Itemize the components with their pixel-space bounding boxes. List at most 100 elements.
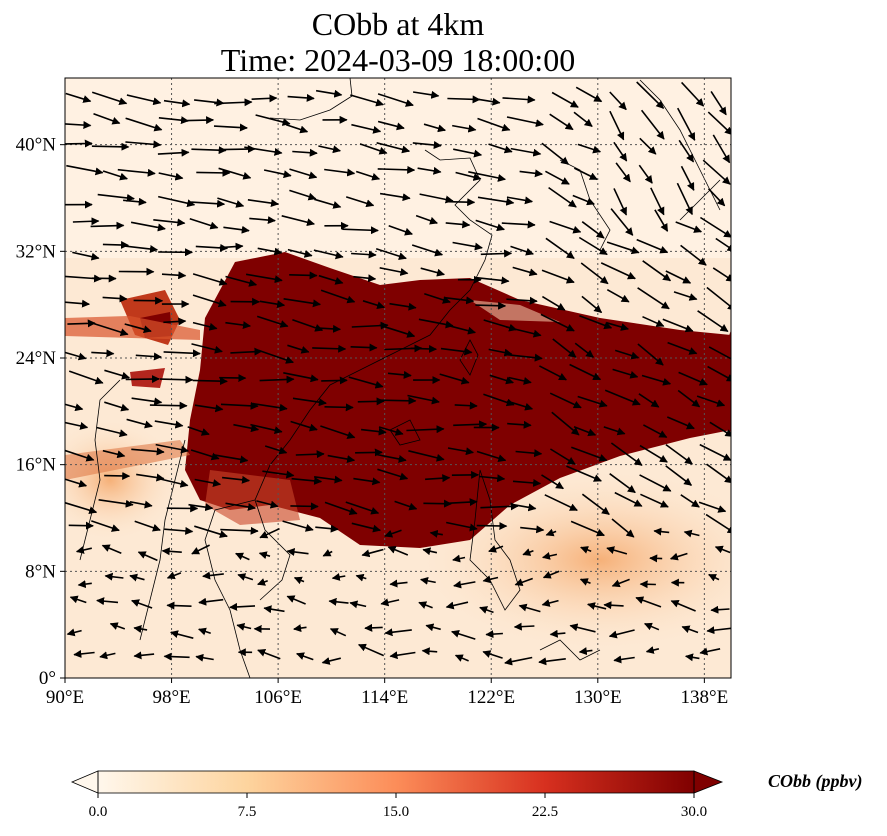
wind-vector xyxy=(447,324,476,335)
wind-vector xyxy=(218,242,244,251)
wind-vector xyxy=(653,527,670,536)
wind-vector xyxy=(351,250,377,259)
wind-vector xyxy=(412,90,440,99)
wind-vector xyxy=(245,273,283,284)
wind-vector xyxy=(412,141,442,149)
wind-vector xyxy=(163,652,190,661)
wind-vector xyxy=(131,397,163,406)
wind-vector xyxy=(65,92,92,103)
wind-vector xyxy=(259,300,286,309)
wind-vector xyxy=(706,286,731,311)
wind-vector xyxy=(65,478,88,488)
wind-vector xyxy=(158,116,189,125)
wind-vector xyxy=(376,453,407,463)
wind-vector xyxy=(72,217,100,226)
wind-vector xyxy=(574,342,595,358)
wind-vector xyxy=(377,120,405,131)
wind-vector xyxy=(329,628,347,637)
wind-vector xyxy=(315,524,339,533)
wind-vector xyxy=(198,627,211,636)
wind-vector xyxy=(676,182,693,216)
wind-vector xyxy=(666,416,695,430)
colorbar: 0.0 7.5 15.0 22.5 30.0 CObb (ppbv) xyxy=(70,770,862,820)
wind-vector xyxy=(164,526,194,535)
wind-vector xyxy=(90,221,125,230)
wind-vector xyxy=(342,226,379,235)
wind-vector xyxy=(501,220,536,229)
wind-vector xyxy=(109,622,126,630)
wind-vector xyxy=(283,372,319,383)
wind-vector xyxy=(389,302,417,311)
wind-vector xyxy=(293,624,307,633)
wind-vector xyxy=(102,240,129,249)
wind-vector xyxy=(131,599,153,609)
wind-vector xyxy=(479,474,506,483)
wind-vector xyxy=(680,165,695,191)
wind-vector xyxy=(327,454,356,463)
wind-vector xyxy=(91,142,130,151)
wind-vector xyxy=(488,143,513,154)
wind-vector xyxy=(126,94,162,106)
wind-vector xyxy=(252,402,288,412)
wind-vector xyxy=(65,139,93,148)
wind-vector xyxy=(422,547,438,556)
wind-vector xyxy=(378,426,404,436)
wind-vector xyxy=(282,520,314,532)
wind-vector xyxy=(571,446,608,462)
wind-vector xyxy=(236,622,252,631)
wind-vector xyxy=(117,168,156,177)
wind-vector xyxy=(355,170,381,181)
wind-vector xyxy=(676,107,696,141)
wind-vector xyxy=(451,629,476,640)
wind-vector xyxy=(681,625,699,634)
wind-vector xyxy=(98,499,134,508)
wind-vector xyxy=(680,494,700,508)
wind-vector xyxy=(613,655,635,664)
wind-vector xyxy=(548,186,577,208)
wind-vector xyxy=(445,220,471,229)
wind-vector xyxy=(187,116,215,125)
wind-vector xyxy=(638,393,660,408)
wind-vector xyxy=(213,454,249,464)
wind-vector xyxy=(249,216,276,225)
wind-vector xyxy=(649,554,663,563)
wind-vector xyxy=(194,404,224,413)
wind-vector xyxy=(512,266,538,277)
wind-vector xyxy=(488,348,513,357)
coastlines xyxy=(79,78,721,678)
wind-vector xyxy=(650,187,665,216)
wind-vector xyxy=(669,552,688,561)
wind-vector xyxy=(670,599,696,612)
wind-vector xyxy=(68,370,104,385)
wind-vector xyxy=(485,630,503,639)
wind-vector xyxy=(715,237,731,252)
wind-vector xyxy=(665,443,693,465)
wind-vector xyxy=(258,349,294,364)
wind-vector xyxy=(281,215,315,227)
wind-vector xyxy=(425,474,451,483)
wind-vector xyxy=(125,117,163,132)
wind-vector xyxy=(259,527,280,539)
wind-vector xyxy=(569,623,596,633)
wind-vector xyxy=(259,375,295,384)
wind-vector xyxy=(66,164,104,176)
wind-vector xyxy=(133,651,155,660)
wind-vector xyxy=(345,196,375,208)
wind-vector xyxy=(93,113,121,125)
wind-vector xyxy=(518,603,541,613)
wind-vector xyxy=(608,629,635,639)
wind-vector xyxy=(321,657,341,665)
wind-vector xyxy=(508,376,532,385)
wind-vector xyxy=(214,98,253,107)
wind-vector xyxy=(697,310,729,333)
wind-vector xyxy=(642,260,672,282)
wind-vector xyxy=(192,377,228,386)
wind-vector xyxy=(379,192,411,202)
wind-vector xyxy=(712,134,731,164)
wind-vector xyxy=(506,116,544,128)
lon-tick-label: 90°E xyxy=(46,687,84,708)
wind-vector xyxy=(191,146,227,155)
wind-vector xyxy=(213,123,248,132)
wind-vector xyxy=(611,578,630,588)
wind-vector xyxy=(520,525,545,534)
